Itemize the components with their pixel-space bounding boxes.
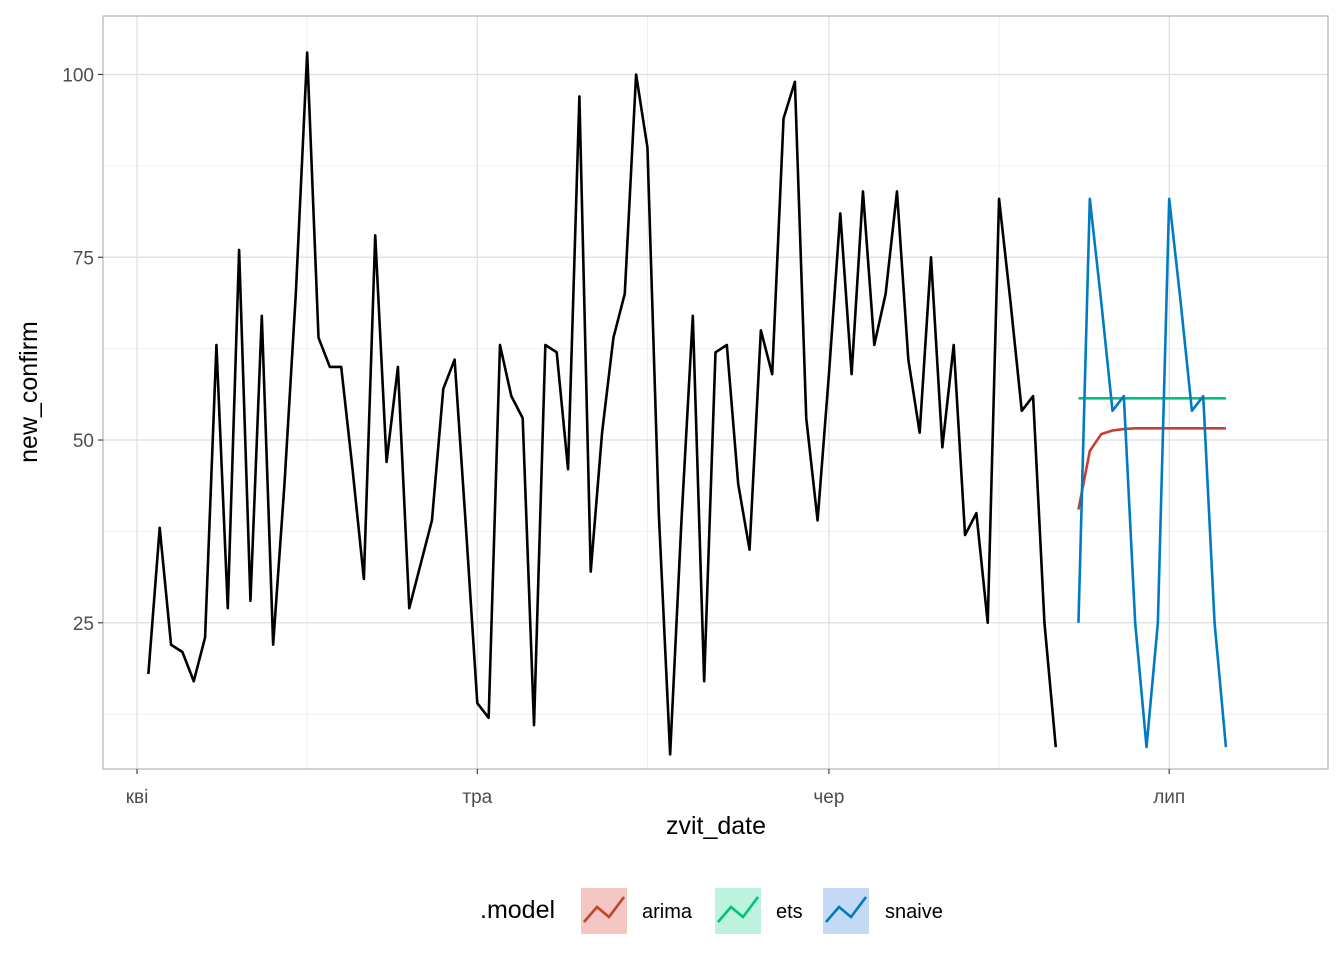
x-tick-label: кві: [126, 787, 149, 808]
minor-gridlines: [103, 16, 1328, 769]
series-line-arima: [1077, 427, 1226, 510]
x-axis-title: zvit_date: [666, 812, 766, 840]
legend-swatch-ets: [717, 896, 760, 923]
y-tick-label: 50: [73, 431, 94, 452]
legend-label-snaive: snaive: [885, 901, 943, 923]
legend-swatch-arima: [583, 896, 626, 923]
major-gridlines: [103, 16, 1328, 769]
legend-key-arima: [581, 888, 627, 934]
legend-title: .model: [480, 896, 555, 924]
plot-panel-border: [102, 15, 1329, 770]
legend-label-ets: ets: [776, 901, 803, 923]
series-line-snaive: [1077, 197, 1228, 749]
y-axis-ticks: 25 50 75 100: [62, 65, 103, 635]
y-axis-title: new_confirm: [15, 321, 43, 463]
x-axis-ticks: кві тра чер лип: [126, 769, 1185, 808]
observed-series-line: [147, 51, 1058, 756]
y-tick-label: 75: [73, 248, 94, 269]
legend-label-arima: arima: [642, 901, 693, 923]
x-tick-label: чер: [813, 787, 844, 808]
y-tick-label: 25: [73, 614, 94, 635]
legend-key-ets: [715, 888, 761, 934]
y-tick-label: 100: [62, 65, 94, 86]
x-tick-label: тра: [462, 787, 492, 808]
x-tick-label: лип: [1153, 787, 1185, 808]
legend-swatch-snaive: [825, 896, 868, 923]
series-layer: [147, 51, 1228, 756]
legend: .model arima ets snaive: [480, 888, 943, 934]
legend-key-snaive: [823, 888, 869, 934]
